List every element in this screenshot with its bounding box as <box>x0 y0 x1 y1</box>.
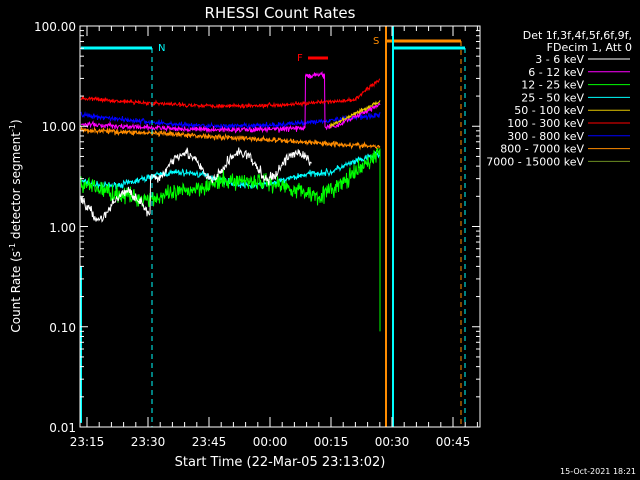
trace-100-300kev <box>80 78 381 110</box>
x-axis-tick-label: 00:15 <box>314 435 349 449</box>
x-axis-tick-label: 00:30 <box>375 435 410 449</box>
y-axis-label: Count Rate (s-1 detector segment-1) <box>8 119 23 332</box>
trace-300-800kev <box>80 111 381 131</box>
time-markers: N F S <box>80 26 466 427</box>
y-axis-tick-label: 0.01 <box>49 421 76 435</box>
legend-header-line: FDecim 1, Att 0 <box>547 41 632 54</box>
series-curves <box>80 70 381 332</box>
legend-label: 6 - 12 keV <box>528 66 584 79</box>
x-axis-label: Start Time (22-Mar-05 23:13:02) <box>175 455 386 470</box>
x-axis-tick-label: 23:45 <box>192 435 227 449</box>
annotation-label: N <box>158 43 165 54</box>
chart-title: RHESSI Count Rates <box>205 4 356 22</box>
y-axis-tick-label: 0.10 <box>49 321 76 335</box>
legend-label: 800 - 7000 keV <box>500 143 584 156</box>
y-axis-tick-label: 100.00 <box>34 20 76 34</box>
legend-label: 3 - 6 keV <box>535 53 584 66</box>
annotation-label: F <box>297 53 303 64</box>
legend-label: 12 - 25 keV <box>521 79 584 92</box>
x-axis-tick-label: 00:45 <box>436 435 471 449</box>
legend-label: 100 - 300 keV <box>507 117 584 130</box>
trace-50-100kev <box>329 100 381 129</box>
x-axis-tick-label: 23:30 <box>131 435 166 449</box>
axis-ticks <box>80 25 480 428</box>
legend-label: 25 - 50 keV <box>521 91 584 104</box>
trace-3-6kev <box>80 147 312 223</box>
annotation-label: S <box>373 36 379 47</box>
trace-800-7000kev <box>80 126 381 151</box>
legend-label: 7000 - 15000 keV <box>486 155 584 168</box>
x-axis-tick-label: 00:00 <box>253 435 288 449</box>
footer-timestamp: 15-Oct-2021 18:21 <box>560 467 636 476</box>
y-axis-tick-label: 1.00 <box>49 221 76 235</box>
x-axis-tick-label: 23:15 <box>70 435 105 449</box>
legend-label: 300 - 800 keV <box>507 130 584 143</box>
legend-label: 50 - 100 keV <box>514 104 584 117</box>
y-axis-tick-label: 10.00 <box>42 120 76 134</box>
legend-header-line: Det 1f,3f,4f,5f,6f,9f, <box>523 29 632 42</box>
